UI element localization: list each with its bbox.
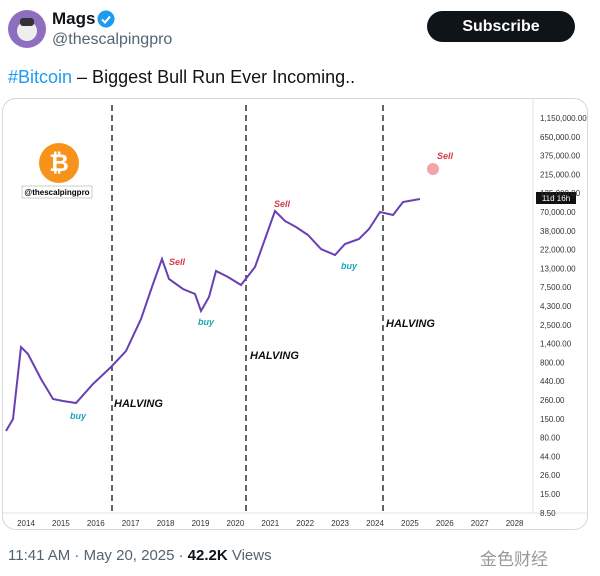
author-name[interactable]: Mags <box>52 9 96 28</box>
bitcoin-symbol: ₿ <box>49 150 69 177</box>
halving-label: HALVING <box>386 318 435 330</box>
year-label: 2027 <box>471 519 489 528</box>
views-label: Views <box>231 547 272 564</box>
watermark: 金色财经 <box>480 550 548 569</box>
price-axis-label: 22,000.00 <box>540 246 576 255</box>
price-axis-label: 150.00 <box>540 415 565 424</box>
price-axis-label: 1,400.00 <box>540 340 572 349</box>
handle-box <box>21 185 93 199</box>
price-axis-label: 650,000.00 <box>540 133 581 142</box>
hashtag[interactable]: #Bitcoin <box>8 67 73 87</box>
price-axis-label: 125,000.00 <box>540 189 581 198</box>
halving-label: HALVING <box>250 350 299 362</box>
avatar[interactable] <box>8 10 46 48</box>
sell-label: Sell <box>437 151 454 161</box>
year-label: 2015 <box>52 519 70 528</box>
year-label: 2026 <box>436 519 454 528</box>
target-dot <box>427 163 439 175</box>
price-chart-image: ₿ @thescalpingpro 11d 16h 1,150,000.00 65… <box>3 99 587 528</box>
year-label: 2020 <box>227 519 245 528</box>
grok-icon[interactable] <box>540 16 560 36</box>
views-count: 42.2K <box>187 547 228 564</box>
year-label: 2018 <box>157 519 175 528</box>
price-axis-label: 15.00 <box>540 490 561 499</box>
price-axis-label: 80.00 <box>540 434 561 443</box>
year-label: 2019 <box>192 519 210 528</box>
timestamp[interactable]: 11:41 AM · May 20, 2025 · <box>8 547 184 564</box>
price-axis-label: 8.50 <box>540 509 556 518</box>
price-axis-label: 2,500.00 <box>540 321 572 330</box>
year-label: 2025 <box>401 519 419 528</box>
chart-handle: @thescalpingpro <box>24 188 89 197</box>
sell-label: Sell <box>274 199 291 209</box>
tweet-meta: 11:41 AM · May 20, 2025 · 42.2K Views <box>8 547 272 564</box>
year-label: 2028 <box>506 519 524 528</box>
year-label: 2017 <box>122 519 140 528</box>
price-axis-label: 26.00 <box>540 471 561 480</box>
countdown: 11d 16h <box>542 194 570 203</box>
year-label: 2022 <box>296 519 314 528</box>
tweet-text: #Bitcoin – Biggest Bull Run Ever Incoming… <box>8 67 355 88</box>
author-handle[interactable]: @thescalpingpro <box>52 31 173 48</box>
year-label: 2021 <box>261 519 279 528</box>
price-axis-label: 7,500.00 <box>540 283 572 292</box>
price-axis-label: 44.00 <box>540 452 561 461</box>
price-axis-label: 440.00 <box>540 377 565 386</box>
year-label: 2014 <box>17 519 35 528</box>
tweet-image[interactable]: ₿ @thescalpingpro 11d 16h 1,150,000.00 65… <box>2 98 588 530</box>
bitcoin-logo <box>39 143 79 183</box>
price-axis-label: 38,000.00 <box>540 227 576 236</box>
price-axis-label: 4,300.00 <box>540 302 572 311</box>
price-axis-label: 70,000.00 <box>540 208 576 217</box>
halving-label: HALVING <box>114 398 163 410</box>
price-path <box>5 198 421 432</box>
year-label: 2016 <box>87 519 105 528</box>
price-axis-label: 215,000.00 <box>540 170 581 179</box>
countdown-box <box>536 192 576 204</box>
price-axis-label: 1,150,000.00 <box>540 114 587 123</box>
verified-badge <box>97 10 115 28</box>
year-label: 2024 <box>366 519 384 528</box>
buy-label: buy <box>198 317 215 327</box>
price-axis-label: 800.00 <box>540 358 565 367</box>
buy-label: buy <box>341 261 358 271</box>
halving-lines <box>111 105 384 515</box>
price-axis-label: 13,000.00 <box>540 264 576 273</box>
sell-label: Sell <box>169 257 186 267</box>
tweet-body: – Biggest Bull Run Ever Incoming.. <box>77 67 356 87</box>
price-axis-label: 375,000.00 <box>540 152 581 161</box>
buy-label: buy <box>70 411 87 421</box>
year-label: 2023 <box>331 519 349 528</box>
price-axis-label: 260.00 <box>540 396 565 405</box>
